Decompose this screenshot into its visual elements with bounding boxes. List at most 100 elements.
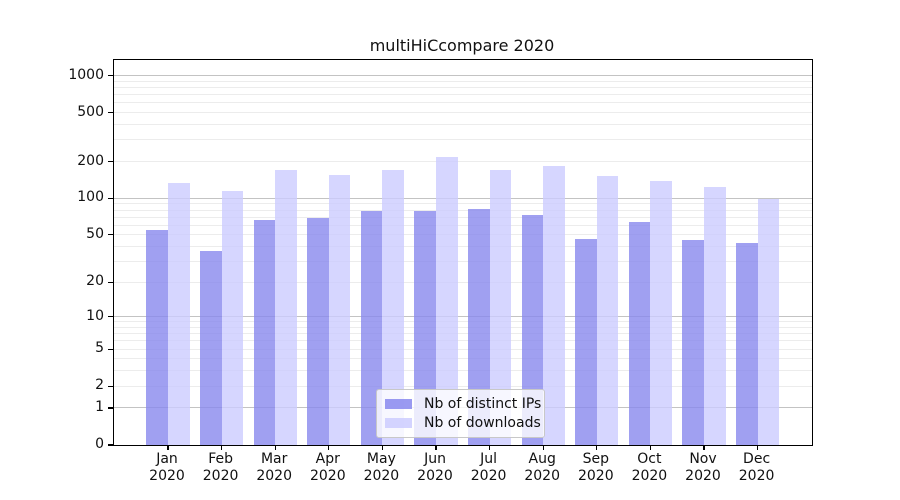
gridline-minor: [114, 358, 812, 360]
legend-label-downloads: Nb of downloads: [424, 415, 541, 432]
gridline-minor: [114, 348, 812, 350]
x-axis-tick: [274, 445, 276, 450]
gridline-major: [114, 197, 812, 199]
gridline-major: [114, 75, 812, 77]
bar-ips-mar: [253, 220, 276, 445]
x-axis-tick: [328, 445, 330, 450]
x-axis-tick: [649, 445, 651, 450]
y-axis-tick: [108, 197, 113, 199]
y-axis-tick: [108, 75, 113, 77]
x-axis-tick: [435, 445, 437, 450]
gridline-minor: [114, 161, 812, 163]
y-axis-tick: [108, 281, 113, 283]
gridline-minor: [114, 260, 812, 262]
x-tick-label: Mar 2020: [256, 451, 292, 484]
legend-item-distinct-ips: Nb of distinct IPs: [383, 395, 542, 412]
gridline-minor: [114, 385, 812, 387]
bar-downloads-oct: [650, 180, 673, 445]
x-tick-label: Jul 2020: [470, 451, 507, 484]
y-axis-tick: [108, 160, 113, 163]
gridline-minor: [114, 340, 812, 342]
x-tick-label: May 2020: [363, 451, 400, 484]
y-tick-label: 5: [95, 340, 104, 357]
legend-label-distinct-ips: Nb of distinct IPs: [424, 395, 542, 412]
gridline-minor: [114, 112, 812, 114]
gridline-minor: [114, 321, 812, 323]
x-axis-tick: [703, 445, 705, 450]
y-axis-tick: [108, 444, 113, 446]
gridline-major: [114, 316, 812, 318]
bar-downloads-sep: [596, 176, 619, 445]
gridline-minor: [114, 216, 812, 218]
gridline-minor: [114, 80, 812, 82]
x-tick-label: Feb 2020: [202, 451, 239, 484]
y-tick-label: 10: [86, 307, 104, 324]
bar-downloads-apr: [328, 175, 351, 445]
y-axis-tick: [108, 348, 113, 350]
y-tick-label: 200: [77, 152, 104, 169]
bar-ips-aug: [521, 214, 544, 445]
x-tick-label: Sep 2020: [577, 451, 614, 484]
x-tick-label: Nov 2020: [685, 451, 721, 484]
bar-downloads-jan: [168, 182, 190, 445]
bar-ips-may: [360, 211, 383, 445]
bar-downloads-jun: [436, 157, 458, 445]
x-tick-label: Oct 2020: [631, 451, 668, 484]
x-axis-tick: [542, 445, 544, 450]
x-tick-label: Aug 2020: [524, 451, 560, 484]
chart-title: multiHiCcompare 2020: [369, 36, 555, 55]
x-axis-tick: [221, 445, 223, 450]
y-axis-tick: [108, 234, 113, 236]
bar-ips-apr: [307, 217, 329, 445]
y-tick-label: 1: [95, 398, 104, 415]
y-tick-label: 1000: [68, 66, 104, 83]
bar-ips-nov: [682, 240, 704, 445]
bar-downloads-may: [382, 169, 405, 445]
x-axis-tick: [489, 445, 491, 450]
x-tick-label: Dec 2020: [738, 451, 775, 484]
gridline-minor: [114, 224, 812, 226]
bar-ips-dec: [735, 242, 758, 445]
legend-item-downloads: Nb of downloads: [383, 415, 541, 432]
y-tick-label: 50: [86, 225, 104, 242]
bar-ips-jun: [414, 210, 436, 445]
legend: Nb of distinct IPs Nb of downloads: [376, 389, 545, 438]
gridline-minor: [114, 281, 812, 283]
y-tick-label: 0: [95, 436, 104, 452]
y-axis-tick: [108, 112, 113, 114]
y-tick-label: 2: [95, 377, 104, 394]
bar-ips-oct: [628, 221, 651, 445]
y-tick-label: 20: [86, 273, 104, 290]
gridline-minor: [114, 203, 812, 205]
x-axis-tick: [167, 445, 169, 450]
bar-downloads-aug: [543, 166, 565, 445]
y-tick-label: 500: [77, 103, 104, 120]
gridline-minor: [114, 87, 812, 89]
plot-area: [108, 59, 813, 450]
x-axis-tick: [596, 445, 598, 450]
gridline-minor: [114, 94, 812, 96]
bar-downloads-jul: [489, 169, 512, 445]
bar-ips-sep: [575, 239, 597, 445]
bar-downloads-dec: [757, 198, 780, 445]
gridline-minor: [114, 370, 812, 372]
y-axis-tick: [108, 407, 113, 409]
x-tick-label: Jun 2020: [417, 451, 453, 484]
legend-swatch-downloads-icon: [385, 418, 412, 429]
bar-ips-jul: [467, 209, 490, 445]
y-axis-tick: [108, 316, 113, 318]
bar-downloads-mar: [275, 170, 297, 445]
bar-ips-feb: [199, 250, 222, 445]
gridline-minor: [114, 245, 812, 247]
x-axis-tick: [757, 445, 759, 450]
bar-downloads-feb: [221, 190, 244, 445]
gridline-minor: [114, 102, 812, 104]
x-axis-tick: [381, 445, 383, 450]
gridline-minor: [114, 139, 812, 141]
gridline-minor: [114, 209, 812, 211]
gridline-minor: [114, 327, 812, 329]
gridline-minor: [114, 333, 812, 335]
y-axis-tick: [108, 385, 113, 387]
x-tick-label: Apr 2020: [309, 451, 346, 484]
